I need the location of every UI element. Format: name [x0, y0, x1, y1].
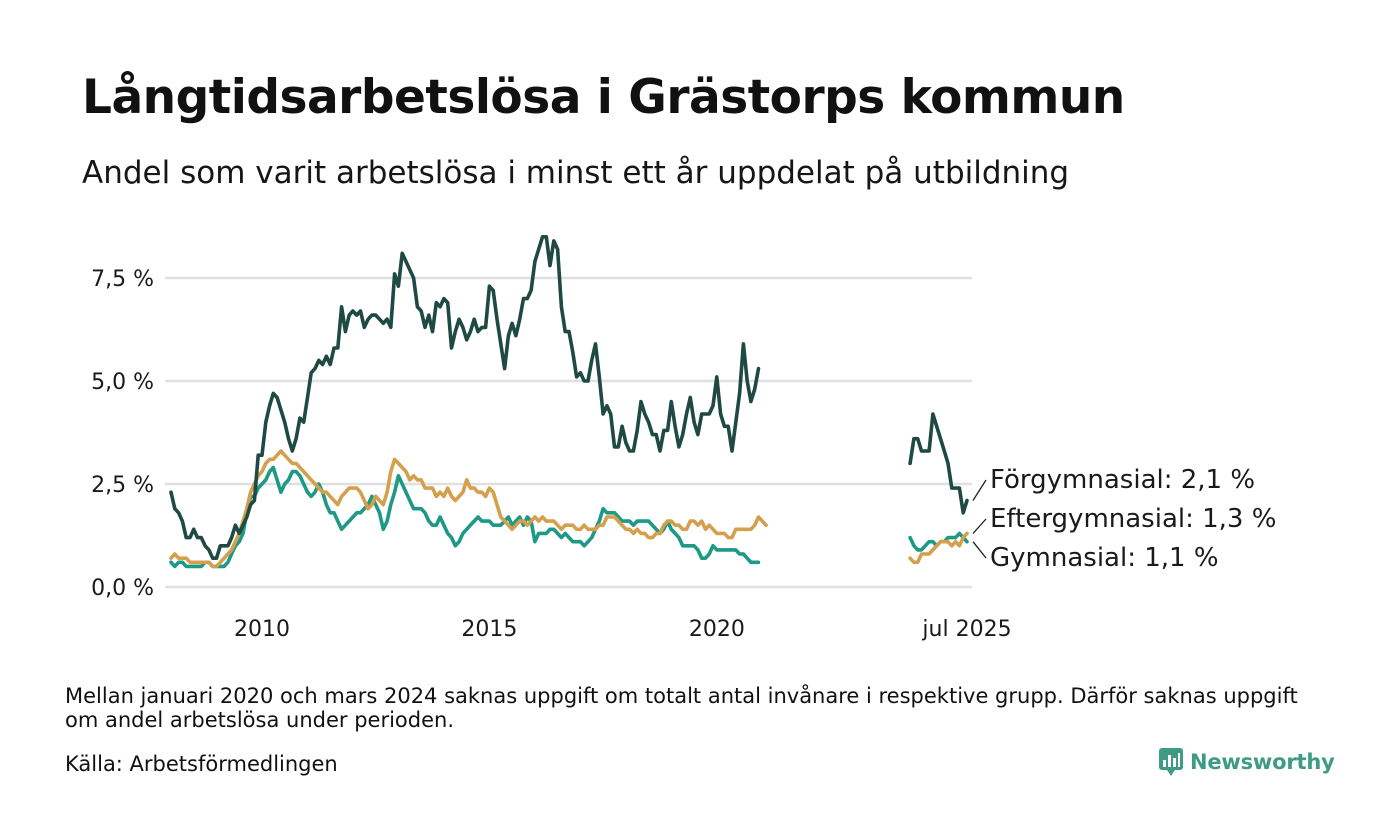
series-lines — [169, 235, 969, 569]
label-leader-line — [972, 479, 987, 501]
y-tick-label: 0,0 % — [91, 576, 154, 601]
brand-logo: Newsworthy — [1158, 746, 1335, 778]
y-axis: 0,0 % 2,5 % 5,0 % 7,5 % — [91, 267, 154, 601]
x-axis: 2010 2015 2020 jul 2025 — [234, 617, 1012, 642]
line-chart: 0,0 % 2,5 % 5,0 % 7,5 % 2010 2015 2020 jul 202… — [91, 235, 1276, 642]
x-tick-label: 2010 — [234, 617, 290, 642]
x-tick-label: jul 2025 — [921, 617, 1011, 642]
y-tick-label: 7,5 % — [91, 267, 154, 292]
series-label-eftergymnasial: Eftergymnasial: 1,3 % — [990, 504, 1276, 534]
label-leader-line — [972, 541, 987, 559]
brand-name: Newsworthy — [1190, 750, 1335, 774]
footnote: Mellan januari 2020 och mars 2024 saknas… — [65, 684, 1298, 732]
series-line-eftergymnasial — [169, 449, 768, 569]
series-label-förgymnasial: Förgymnasial: 2,1 % — [990, 465, 1255, 495]
series-label-gymnasial: Gymnasial: 1,1 % — [990, 543, 1219, 573]
grid-lines — [165, 276, 972, 589]
y-tick-label: 2,5 % — [91, 473, 154, 498]
series-labels: Förgymnasial: 2,1 % Eftergymnasial: 1,3 %… — [972, 465, 1276, 573]
series-line-eftergymnasial — [908, 531, 969, 565]
label-leader-line — [972, 518, 987, 534]
source-note: Källa: Arbetsförmedlingen — [65, 752, 338, 776]
series-line-förgymnasial — [908, 412, 969, 515]
chart-title: Långtidsarbetslösa i Grästorps kommun — [82, 70, 1125, 125]
x-tick-label: 2015 — [461, 617, 517, 642]
x-tick-label: 2020 — [689, 617, 745, 642]
chart-subtitle: Andel som varit arbetslösa i minst ett å… — [82, 155, 1070, 191]
newsworthy-logo-icon — [1159, 748, 1183, 776]
y-tick-label: 5,0 % — [91, 370, 154, 395]
series-line-förgymnasial — [169, 235, 761, 561]
